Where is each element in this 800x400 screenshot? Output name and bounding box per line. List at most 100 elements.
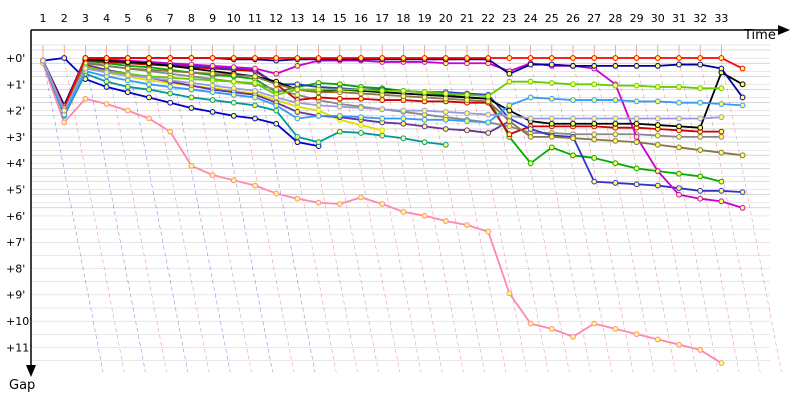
time-line-dashed [466,59,528,373]
data-point [252,87,258,94]
data-point [739,205,746,211]
data-point [294,81,301,88]
data-point [718,85,725,92]
data-point [739,81,746,88]
data-point [442,55,449,61]
x-tick-label: 3 [82,12,89,25]
data-point [676,170,682,177]
data-point [527,320,534,327]
data-point [146,86,152,93]
data-point [252,115,258,122]
data-point [103,101,110,107]
data-point [103,69,110,76]
data-point [506,131,513,138]
data-point [294,55,301,61]
data-point [442,116,449,123]
data-point [676,185,682,192]
data-point [464,91,470,98]
data-point [548,115,555,122]
data-point [442,218,449,224]
data-point [230,55,237,61]
data-point [718,114,725,121]
data-point [103,84,110,90]
y-axis-title: Gap [9,378,35,393]
x-tick-label: 2 [61,12,68,25]
x-tick-label: 28 [608,12,622,25]
x-tick-label: 24 [524,12,538,25]
x-tick-label: 23 [502,12,516,25]
data-point [146,115,152,122]
data-point [188,55,195,61]
data-point [188,69,195,76]
data-point [124,77,131,84]
data-point [654,122,661,128]
data-point [40,57,46,64]
data-point [358,114,364,121]
data-point [697,187,704,194]
x-tick-label: 4 [103,12,110,25]
data-point [570,333,576,340]
data-point [82,95,89,102]
series-layer [40,55,746,366]
data-point [167,68,174,75]
data-point [167,77,174,84]
y-tick-label: +10' [6,315,32,328]
x-tick-label: 22 [481,12,495,25]
data-point [400,115,407,122]
data-point [591,120,598,127]
data-point [612,325,619,332]
data-point [485,119,492,126]
data-point [252,65,258,72]
y-tick-label: +5' [6,184,25,197]
data-point [697,134,704,140]
data-point [294,195,301,202]
data-point [570,81,576,88]
data-point [506,55,513,61]
data-point [527,61,534,68]
x-tick-label: 30 [651,12,665,25]
time-line-dashed [615,59,676,373]
data-point [464,55,470,61]
data-point [654,132,661,139]
x-tick-label: 32 [693,12,707,25]
data-point [230,72,237,78]
data-point [400,93,407,100]
data-point [612,131,619,138]
time-line-dashed [233,59,295,373]
data-point [358,194,364,201]
data-point [739,94,746,101]
data-point [591,81,598,88]
data-point [633,120,640,127]
series-line [42,60,446,146]
data-point [506,70,513,77]
data-point [358,55,364,61]
time-line-dashed [254,59,316,373]
data-point [718,101,725,107]
data-point [230,78,237,85]
data-point [124,65,131,72]
data-point [718,178,725,185]
y-tick-label: +9' [6,289,25,302]
data-point [421,89,428,96]
data-point [633,134,640,140]
x-tick-label: 19 [418,12,432,25]
data-point [167,99,174,106]
data-point [124,72,131,78]
data-point [506,123,513,130]
data-point [103,62,110,69]
x-tick-label: 6 [146,12,153,25]
data-point [591,136,598,143]
data-point [273,86,280,93]
x-tick-label: 17 [375,12,389,25]
data-point [336,55,343,61]
data-point [570,97,576,103]
data-point [294,91,301,98]
data-point [676,115,682,122]
data-point [654,336,661,343]
data-point [315,86,322,93]
time-line-dashed [593,59,655,373]
data-point [252,80,258,86]
data-point [591,97,598,103]
data-point [570,115,576,122]
